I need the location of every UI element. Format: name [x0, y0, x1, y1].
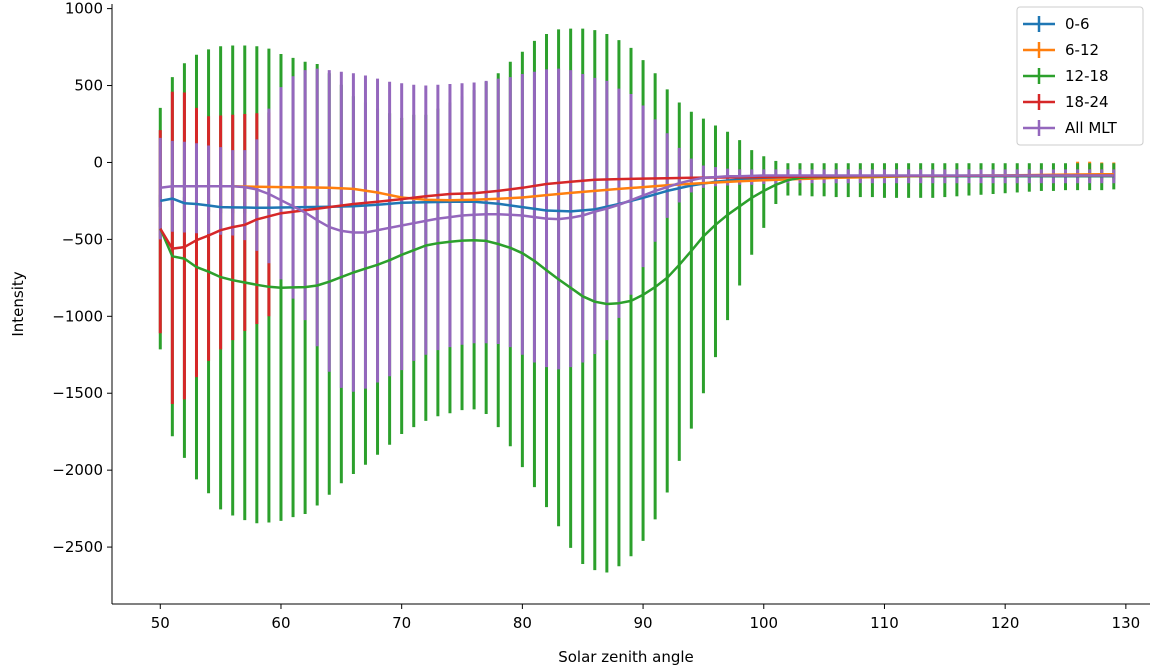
legend-swatch — [1023, 68, 1055, 84]
x-tick-label: 70 — [392, 614, 411, 632]
series-4 — [158, 68, 1116, 392]
y-tick-label: −2500 — [52, 538, 103, 556]
legend-swatch — [1023, 120, 1055, 136]
y-tick-label: 0 — [93, 153, 103, 171]
y-tick-label: −2000 — [52, 461, 103, 479]
y-tick-label: −1000 — [52, 307, 103, 325]
x-axis-title: Solar zenith angle — [558, 648, 694, 666]
series-2 — [158, 28, 1116, 573]
legend-swatch — [1023, 42, 1055, 58]
series-4-error-bars — [158, 68, 1116, 392]
series-0-error-bars — [158, 191, 271, 214]
plot-area — [158, 28, 1116, 573]
series-0 — [158, 191, 271, 214]
y-tick-label: 500 — [74, 77, 103, 95]
x-ticks: 50 60 70 80 90 100 110 120 130 — [151, 604, 1140, 632]
x-tick-label: 100 — [749, 614, 778, 632]
x-tick-label: 120 — [991, 614, 1020, 632]
y-axis-title: Intensity — [9, 271, 27, 336]
legend-swatch — [1023, 94, 1055, 110]
x-tick-label: 80 — [513, 614, 532, 632]
legend-swatch — [1023, 16, 1055, 32]
y-ticks: 1000 500 0 −500 −1000 −1500 −2000 −2500 — [52, 0, 112, 556]
series-2-error-bars — [158, 28, 1116, 573]
legend-frame — [1016, 6, 1144, 146]
series-4-line — [160, 174, 1114, 234]
legend-label: 18-24 — [1065, 93, 1109, 111]
x-tick-label: 130 — [1112, 614, 1141, 632]
legend: 0-6 6-12 12-18 18-24 All MLT — [1016, 6, 1144, 146]
legend-label: 6-12 — [1065, 41, 1099, 59]
x-tick-label: 60 — [271, 614, 290, 632]
x-tick-label: 110 — [870, 614, 899, 632]
x-tick-label: 90 — [634, 614, 653, 632]
legend-label: 0-6 — [1065, 15, 1090, 33]
series-2-line — [159, 174, 1114, 306]
x-tick-label: 50 — [151, 614, 170, 632]
y-tick-label: 1000 — [65, 0, 103, 18]
legend-label: 12-18 — [1065, 67, 1109, 85]
y-tick-label: −1500 — [52, 384, 103, 402]
y-tick-label: −500 — [62, 230, 103, 248]
legend-label: All MLT — [1065, 119, 1118, 137]
axes: 50 60 70 80 90 100 110 120 130 1000 500 0 −500 −1000… — [52, 0, 1150, 632]
series-0-line — [160, 175, 1114, 213]
